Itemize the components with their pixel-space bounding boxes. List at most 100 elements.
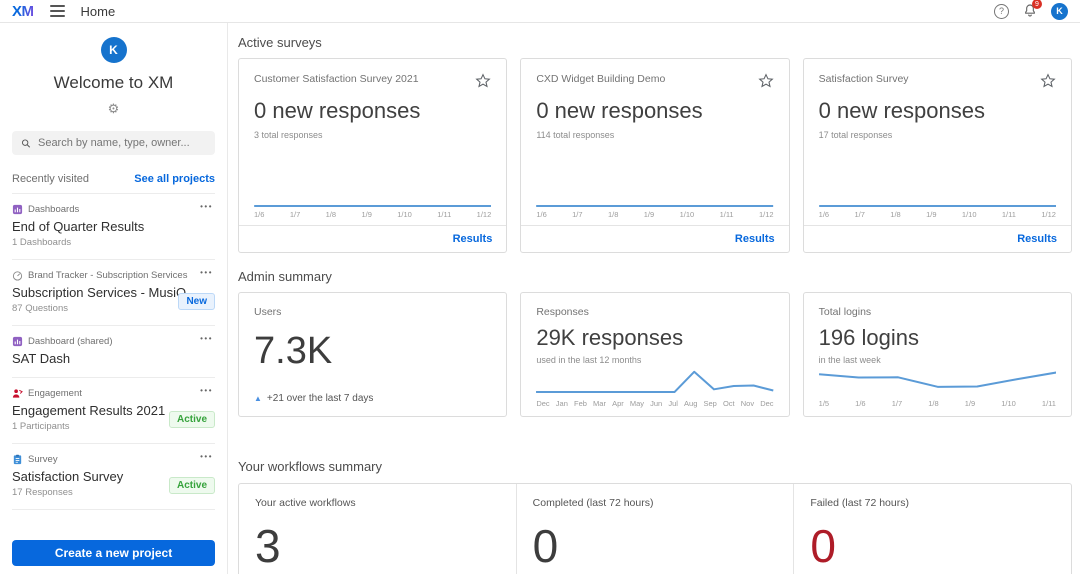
- workflow-count: 3: [255, 520, 281, 572]
- dashboard-icon: [12, 204, 23, 215]
- new-responses-headline: 0 new responses: [818, 98, 985, 123]
- day-tick-labels: 1/5 1/6 1/7 1/8 1/9 1/10 1/11: [818, 399, 1056, 409]
- responses-trend-chart: [536, 365, 774, 396]
- sidebar-avatar: K: [100, 37, 127, 63]
- survey-title: CXD Widget Building Demo: [536, 73, 666, 85]
- help-icon[interactable]: ?: [994, 3, 1009, 19]
- new-responses-headline: 0 new responses: [254, 98, 421, 123]
- project-item-shared-dashboard[interactable]: Dashboard (shared) SAT Dash •••: [12, 326, 215, 378]
- new-responses-headline: 0 new responses: [536, 98, 703, 123]
- main-content: Active surveys Customer Satisfaction Sur…: [228, 23, 1080, 574]
- welcome-text: Welcome to XM: [53, 73, 174, 92]
- users-count: 7.3K: [254, 330, 333, 372]
- project-status-badge: New: [178, 293, 215, 310]
- topbar-actions: ? 9 K: [994, 0, 1068, 20]
- workflow-label: Failed (last 72 hours): [810, 497, 909, 509]
- create-project-button[interactable]: Create a new project: [12, 540, 215, 566]
- workflow-label: Completed (last 72 hours): [532, 497, 654, 509]
- project-subtitle: 87 Questions: [12, 303, 68, 314]
- page-title: Home: [80, 3, 116, 19]
- project-menu-ellipsis-icon[interactable]: •••: [200, 386, 213, 395]
- workflow-failed-column: Failed (last 72 hours) 0: [793, 484, 1071, 574]
- favorite-star-icon[interactable]: [1040, 73, 1056, 89]
- project-item-dashboard[interactable]: Dashboards End of Quarter Results 1 Dash…: [12, 194, 215, 260]
- active-surveys-heading: Active surveys: [238, 35, 322, 50]
- chart-tick-labels: 1/6 1/7 1/8 1/9 1/10 1/11 1/12: [254, 210, 492, 219]
- notification-badge: 9: [1032, 0, 1042, 9]
- favorite-star-icon[interactable]: [475, 73, 491, 89]
- workflows-card: Your active workflows 3 Completed (last …: [238, 483, 1072, 574]
- project-search[interactable]: [12, 131, 215, 155]
- total-responses: 17 total responses: [818, 130, 893, 140]
- notifications-button[interactable]: 9: [1022, 0, 1042, 19]
- project-type-label: Engagement: [28, 388, 82, 399]
- search-icon: [21, 139, 31, 148]
- workflows-heading: Your workflows summary: [238, 459, 383, 474]
- survey-card-cxd-widget: CXD Widget Building Demo 0 new responses…: [520, 58, 790, 253]
- logins-label: Total logins: [818, 306, 872, 318]
- survey-card-customer-satisfaction: Customer Satisfaction Survey 2021 0 new …: [238, 58, 508, 253]
- responses-label: Responses: [536, 306, 589, 318]
- active-surveys-row: Customer Satisfaction Survey 2021 0 new …: [238, 58, 1072, 253]
- responses-card: Responses 29K responses used in the last…: [520, 292, 790, 417]
- responses-count: 29K responses: [536, 325, 684, 350]
- dashboard-shared-icon: [12, 336, 23, 347]
- project-title: Satisfaction Survey: [12, 469, 124, 484]
- see-all-projects-link[interactable]: See all projects: [134, 173, 215, 185]
- total-responses: 3 total responses: [254, 130, 323, 140]
- project-subtitle: 1 Participants: [12, 421, 70, 432]
- results-link[interactable]: Results: [734, 233, 775, 245]
- workflow-active-column: Your active workflows 3: [239, 484, 516, 574]
- project-item-brand-tracker[interactable]: Brand Tracker - Subscription Services Su…: [12, 260, 215, 326]
- admin-summary-row: Users 7.3K ▲ +21 over the last 7 days Re…: [238, 292, 1072, 417]
- users-delta: +21 over the last 7 days: [266, 393, 374, 404]
- user-avatar[interactable]: K: [1051, 2, 1068, 20]
- response-trend-chart: [818, 179, 1056, 209]
- xm-logo[interactable]: XM: [12, 2, 34, 20]
- brand-tracker-icon: [12, 271, 23, 281]
- month-tick-labels: Dec Jan Feb Mar Apr May Jun Jul Aug Sep Oct Nov Dec: [536, 399, 774, 409]
- project-subtitle: 1 Dashboards: [12, 237, 72, 248]
- response-trend-chart: [536, 179, 774, 209]
- chart-tick-labels: 1/6 1/7 1/8 1/9 1/10 1/11 1/12: [818, 210, 1056, 219]
- results-link[interactable]: Results: [1017, 233, 1057, 245]
- users-card: Users 7.3K ▲ +21 over the last 7 days: [238, 292, 508, 417]
- survey-title: Customer Satisfaction Survey 2021: [254, 73, 419, 85]
- results-link[interactable]: Results: [452, 233, 493, 245]
- responses-caption: used in the last 12 months: [536, 355, 642, 365]
- project-item-engagement[interactable]: Engagement Engagement Results 2021 1 Par…: [12, 378, 215, 444]
- workflow-completed-column: Completed (last 72 hours) 0: [515, 484, 794, 574]
- survey-title: Satisfaction Survey: [818, 73, 909, 85]
- logins-trend-chart: [818, 365, 1056, 396]
- workflow-count: 0: [532, 520, 559, 572]
- project-status-badge: Active: [168, 411, 215, 428]
- project-menu-ellipsis-icon[interactable]: •••: [200, 202, 213, 211]
- survey-icon: [13, 454, 22, 465]
- logins-caption: in the last week: [818, 355, 881, 365]
- admin-summary-heading: Admin summary: [238, 269, 332, 284]
- delta-up-icon: ▲: [254, 394, 262, 403]
- hamburger-menu-icon[interactable]: [48, 3, 67, 19]
- project-menu-ellipsis-icon[interactable]: •••: [200, 452, 213, 461]
- project-type-label: Dashboards: [28, 204, 80, 215]
- project-item-survey[interactable]: Survey Satisfaction Survey 17 Responses …: [12, 444, 215, 510]
- project-type-label: Brand Tracker - Subscription Services: [28, 270, 188, 281]
- project-title: SAT Dash: [12, 351, 71, 366]
- top-bar: XM Home ? 9 K: [0, 0, 1080, 23]
- project-title: Subscription Services - MusiQ: [12, 285, 187, 300]
- project-subtitle: 17 Responses: [12, 487, 73, 498]
- survey-card-satisfaction: Satisfaction Survey 0 new responses 17 t…: [802, 58, 1072, 253]
- project-status-badge: Active: [168, 477, 215, 494]
- logins-count: 196 logins: [818, 325, 919, 350]
- response-trend-chart: [254, 179, 492, 209]
- project-menu-ellipsis-icon[interactable]: •••: [200, 334, 213, 343]
- total-responses: 114 total responses: [536, 130, 615, 140]
- search-input[interactable]: [37, 137, 206, 149]
- chart-tick-labels: 1/6 1/7 1/8 1/9 1/10 1/11 1/12: [536, 210, 774, 219]
- settings-gear-icon[interactable]: ⚙: [107, 101, 120, 116]
- workflow-count-failed: 0: [810, 520, 836, 572]
- logins-card: Total logins 196 logins in the last week…: [802, 292, 1072, 417]
- project-menu-ellipsis-icon[interactable]: •••: [200, 268, 213, 277]
- favorite-star-icon[interactable]: [758, 73, 774, 89]
- project-title: End of Quarter Results: [12, 219, 145, 234]
